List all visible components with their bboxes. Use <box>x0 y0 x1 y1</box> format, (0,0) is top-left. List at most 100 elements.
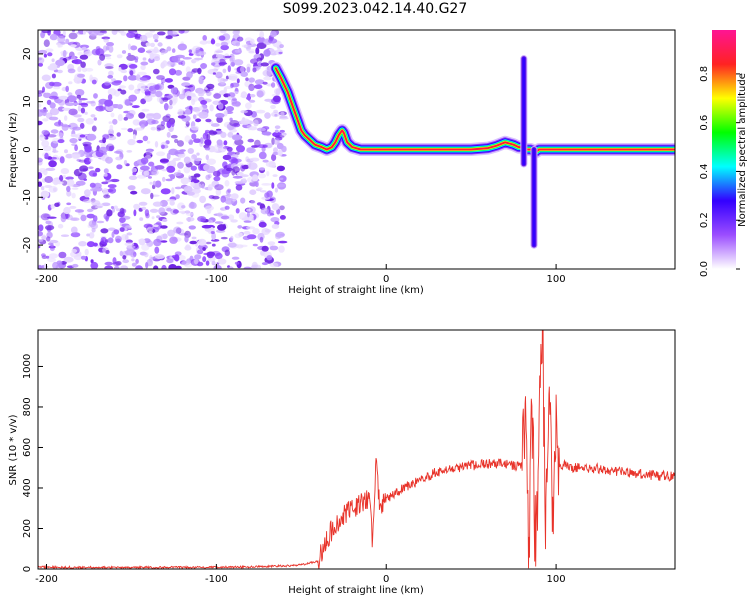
noise-blob <box>279 44 284 49</box>
noise-blob <box>235 208 240 214</box>
noise-blob <box>187 148 194 154</box>
noise-blob <box>168 105 173 110</box>
noise-blob <box>212 170 221 177</box>
noise-blob <box>60 214 67 223</box>
noise-blob <box>208 130 217 136</box>
noise-blob <box>83 178 87 181</box>
noise-blob <box>167 229 176 237</box>
noise-blob <box>188 202 197 209</box>
noise-blob <box>153 265 159 269</box>
noise-blob <box>133 209 137 217</box>
noise-blob <box>238 212 247 220</box>
noise-blob <box>40 235 47 239</box>
noise-blob <box>122 259 129 264</box>
noise-blob <box>151 216 155 220</box>
noise-blob <box>79 54 89 60</box>
noise-blob <box>154 141 159 148</box>
noise-blob <box>178 62 183 65</box>
noise-blob <box>58 95 69 100</box>
noise-blob <box>91 79 97 85</box>
noise-blob <box>38 90 44 94</box>
noise-blob <box>78 241 87 247</box>
noise-blob <box>153 56 161 62</box>
noise-blob <box>113 229 120 235</box>
noise-blob <box>105 156 113 164</box>
noise-blob <box>126 150 133 153</box>
noise-blob <box>90 114 96 118</box>
noise-blob <box>82 30 87 35</box>
noise-blob <box>277 149 283 156</box>
colorbar-tick-label: 0.6 <box>699 115 710 131</box>
noise-blob <box>255 47 260 55</box>
noise-blob <box>101 181 109 185</box>
noise-blob <box>92 215 98 222</box>
noise-blob <box>246 211 250 218</box>
noise-blob <box>78 159 87 163</box>
noise-blob <box>49 245 55 252</box>
x-tick-label: -200 <box>35 574 58 585</box>
noise-blob <box>200 100 208 105</box>
noise-blob <box>105 250 110 254</box>
noise-blob <box>114 150 122 154</box>
noise-blob <box>184 210 191 214</box>
noise-blob <box>207 184 213 191</box>
noise-blob <box>236 36 244 42</box>
noise-blob <box>84 248 89 256</box>
noise-blob <box>162 115 171 122</box>
noise-blob <box>184 108 191 116</box>
noise-blob <box>246 66 251 73</box>
noise-blob <box>71 192 76 199</box>
noise-blob <box>162 97 169 102</box>
noise-blob <box>104 81 111 86</box>
noise-blob <box>107 74 114 79</box>
noise-blob <box>231 97 238 105</box>
noise-blob <box>41 129 50 135</box>
noise-blob <box>224 249 230 257</box>
noise-blob <box>175 194 180 200</box>
noise-blob <box>247 162 258 170</box>
noise-blob <box>212 100 222 106</box>
noise-blob <box>90 261 99 269</box>
noise-blob <box>243 120 250 124</box>
noise-blob <box>105 46 110 51</box>
noise-blob <box>222 68 227 74</box>
noise-blob <box>125 249 135 256</box>
noise-blob <box>113 205 118 210</box>
noise-blob <box>130 190 138 195</box>
noise-blob <box>94 205 103 209</box>
noise-blob <box>65 38 70 44</box>
noise-blob <box>137 82 146 91</box>
noise-blob <box>250 58 259 64</box>
noise-blob <box>154 246 160 254</box>
noise-blob <box>153 68 160 75</box>
noise-blob <box>46 236 51 242</box>
colorbar-tick-label: 0.8 <box>699 66 710 82</box>
noise-blob <box>279 215 286 220</box>
noise-blob <box>246 226 255 230</box>
noise-blob <box>77 117 85 123</box>
noise-blob <box>150 126 157 131</box>
noise-blob <box>230 219 238 223</box>
noise-blob <box>256 90 264 98</box>
noise-blob <box>156 96 162 103</box>
noise-blob <box>234 233 242 239</box>
noise-blob <box>70 44 77 48</box>
noise-blob <box>138 238 146 246</box>
noise-blob <box>160 62 165 69</box>
noise-blob <box>104 265 114 269</box>
noise-blob <box>129 70 134 76</box>
y-tick-label: 400 <box>22 478 33 497</box>
y-tick-label: 20 <box>22 48 33 61</box>
noise-blob <box>71 187 79 190</box>
noise-blob <box>186 71 193 79</box>
noise-blob <box>117 104 123 110</box>
noise-blob <box>190 125 199 131</box>
noise-blob <box>71 248 78 253</box>
snr-series-line <box>38 330 675 569</box>
noise-blob <box>175 151 185 155</box>
noise-blob <box>61 107 72 111</box>
noise-blob <box>57 139 65 144</box>
noise-blob <box>206 134 211 141</box>
noise-blob <box>274 187 278 193</box>
colorbar-label: Normalized spectral amplitude <box>737 73 748 227</box>
